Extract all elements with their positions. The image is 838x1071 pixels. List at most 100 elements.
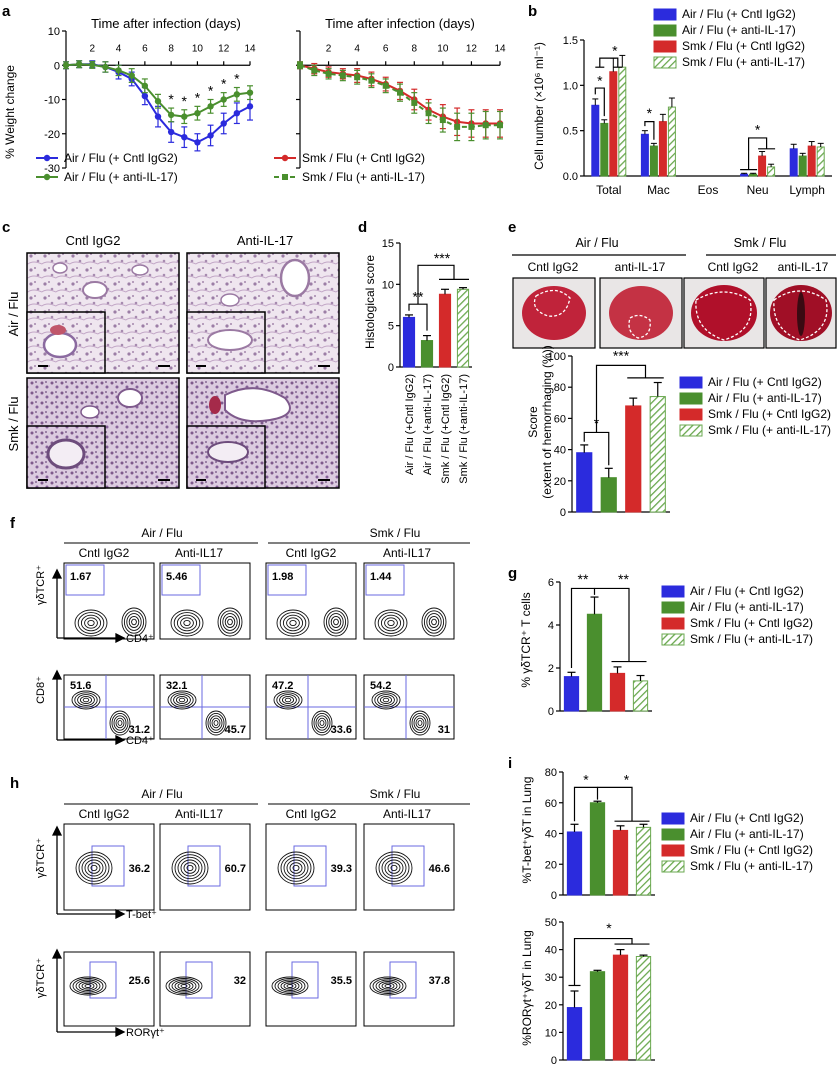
panel-a-right-legend: Smk / Flu (+ Cntl IgG2) Smk / Flu (+ ant… — [274, 151, 425, 184]
chart-a-right-point — [454, 123, 461, 130]
flow-f-row1-contour — [121, 607, 147, 637]
panel-letter-g: g — [508, 565, 517, 582]
tbet-ylabel: %T-bet⁺γδT in Lung — [520, 777, 534, 884]
flow-f-row1-contour — [325, 610, 347, 634]
chart-d-y-tick-label: 5 — [388, 321, 394, 333]
chart-b-y-tick-label: 1.5 — [563, 35, 578, 47]
chart-i-bottom-bar-air-anti — [589, 971, 606, 1061]
flow-h-row2-contour — [165, 976, 203, 996]
chart-a-left-point — [167, 128, 175, 136]
chart-i-bottom-y-tick-label: 10 — [545, 1027, 557, 1039]
chart-b-bar-smk-cntl — [609, 71, 618, 177]
flow-h-row2-contour — [372, 978, 404, 994]
flow-f-row1-contour — [131, 618, 137, 626]
chart-a-right-x-tick-label: 14 — [494, 43, 506, 54]
flow-f-row1-ylabel: γδTCR⁺ — [35, 565, 47, 605]
flow-f-row2-contour — [173, 694, 191, 706]
panel-letter-e: e — [508, 219, 516, 236]
flow-h-row1-value: 46.6 — [429, 863, 450, 875]
chart-b-bar-air-anti — [749, 173, 758, 177]
chart-d-bar-air-anti — [420, 340, 434, 368]
legend-swatch-smk-cntl — [661, 617, 685, 630]
hemorrhage-ylabel-2: (extent of hemorrhaging (%)) — [540, 345, 554, 498]
chart-a-right-x-tick-label: 8 — [412, 43, 418, 54]
flow-f-row1-contour — [80, 614, 102, 632]
flow-f-row1-value: 1.44 — [370, 571, 392, 583]
flow-f-row2-contour — [109, 710, 131, 736]
flow-f-row2: 51.6 31.2 32.1 45.7 47.2 33.6 54.2 31 — [63, 674, 455, 740]
flow-f-row2-contour — [213, 720, 219, 726]
flow-f-row2-contour — [211, 717, 221, 729]
flow-h-row1-contour — [171, 851, 209, 885]
chart-b-sig-mark: * — [612, 42, 618, 58]
flow-f-row1-contour — [377, 612, 405, 634]
flow-h-row2-contour — [381, 982, 395, 990]
flow-f-row2-value-tl: 47.2 — [272, 680, 293, 692]
chart-b-bar-air-cntl — [640, 133, 649, 177]
flow-f-row2-contour — [209, 715, 223, 731]
chart-b-y-tick-label: 0.5 — [563, 126, 578, 138]
chart-i-top-bar-air-cntl — [566, 831, 583, 896]
flow-f-row1-contour — [426, 613, 442, 631]
flow-h-row1-contour — [381, 856, 407, 880]
legend-swatch-air-anti — [653, 24, 677, 37]
chart-b-bar-air-anti — [649, 145, 658, 177]
chart-a-left-point — [194, 110, 201, 117]
chart-i-bottom-sig-mark: * — [606, 920, 612, 936]
chart-d-sig-mark: *** — [434, 250, 451, 266]
flow-f-row1-value: 5.46 — [166, 571, 187, 583]
flow-h-row1-contour — [283, 856, 309, 880]
legend-swatch-smk-anti — [679, 424, 703, 437]
flow-h-group-air: Air / Flu — [141, 787, 182, 801]
flow-h-row1-ylabel: γδTCR⁺ — [35, 838, 47, 878]
flow-h-row1-contour — [174, 854, 206, 882]
flow-f-row1-contour — [222, 613, 238, 631]
flow-h-row2-contour — [384, 984, 392, 988]
chart-b-bar-smk-cntl — [758, 155, 767, 177]
panel-a: % Weight change Time after infection (da… — [3, 16, 506, 184]
legend-label-smk-cntl: Smk / Flu (+ Cntl IgG2) — [690, 843, 813, 857]
chart-e-y-tick-label: 20 — [554, 476, 566, 488]
chart-a-right-x-tick-label: 12 — [466, 43, 478, 54]
flow-h-row2-contour — [180, 984, 188, 988]
chart-a-left-y-tick-label: -20 — [44, 129, 60, 141]
chart-b-bar-smk-anti — [667, 106, 676, 177]
flow-h-row1-contour — [277, 851, 315, 885]
chart-b-category-label: Eos — [698, 183, 719, 197]
chart-a-left-point — [194, 139, 201, 146]
flow-f-row2-xlabel: CD4⁺ — [126, 735, 154, 747]
chart-a-left-sig-mark: * — [168, 91, 174, 107]
flow-h-row2-contour — [69, 976, 107, 996]
flow-f-group-smk: Smk / Flu — [370, 526, 421, 540]
flow-h-row2-contour — [271, 976, 309, 996]
histology-image-air-anti — [186, 252, 340, 374]
chart-a-left-point — [233, 110, 241, 117]
chart-a-right-x-tick-label: 4 — [354, 43, 360, 54]
chart-a-left-point — [128, 72, 135, 79]
flow-h-row1-value: 39.3 — [331, 863, 352, 875]
flow-f-row2-contour — [315, 715, 329, 731]
chart-a-left-point — [207, 103, 214, 110]
flow-f-row2-contour — [74, 692, 98, 708]
chart-a-right-x-tick-label: 2 — [326, 43, 332, 54]
flow-h-row1-contour — [375, 851, 413, 885]
flow-h-row2-value: 25.6 — [129, 975, 150, 987]
flow-f-row1-contour — [380, 614, 402, 632]
chart-g-bar-air-anti — [586, 613, 603, 712]
chart-d-category-label: Air / Flu (+Cntl IgG2) — [404, 374, 416, 475]
flow-f-row2-contour — [113, 715, 127, 731]
lung-photo-air-cntl — [512, 277, 596, 349]
flow-f-row2-contour — [276, 692, 300, 708]
flow-f-row1-gate — [267, 564, 307, 596]
flow-h-row2-contour — [277, 979, 303, 993]
legend-swatch-smk-cntl — [679, 408, 703, 421]
chart-i-top-y-tick-label: 60 — [545, 798, 557, 810]
chart-b-bar-air-cntl — [789, 148, 798, 177]
chart-a-left-point — [181, 133, 188, 141]
chart-a-left-point — [220, 120, 227, 127]
flow-f-row1-contour — [84, 617, 98, 629]
flow-f-row2-contour — [111, 712, 129, 734]
chart-e-y-tick-label: 0 — [560, 507, 566, 519]
